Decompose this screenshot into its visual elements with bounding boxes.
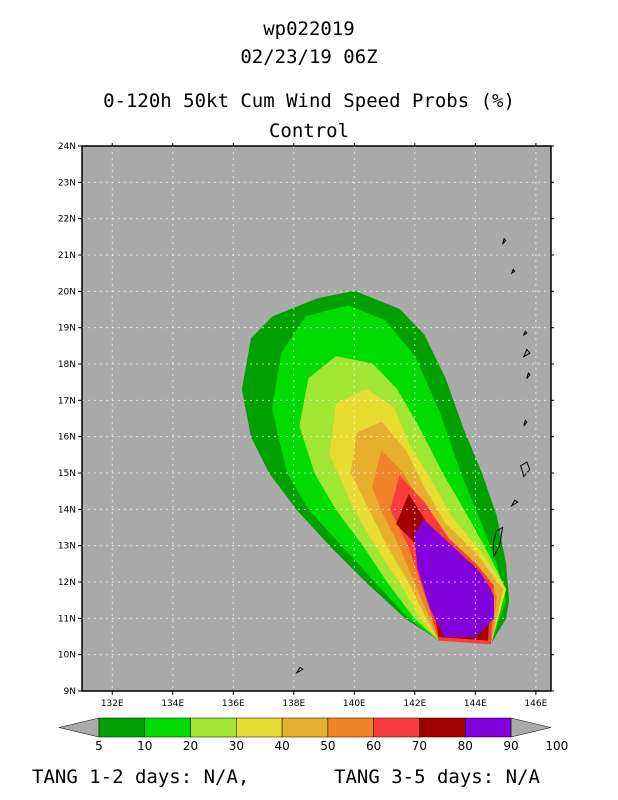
- island-outline: [522, 330, 528, 337]
- colorbar-label: 50: [320, 739, 335, 753]
- island-outline: [502, 237, 507, 245]
- probability-map: 132E 134E 136E 138E 140E 142E 144E 146E 9N 10N 11N…: [58, 142, 568, 753]
- y-tick-label: 23N: [58, 178, 76, 188]
- x-tick-label: 142E: [403, 699, 426, 709]
- colorbar-swatch: [98, 717, 146, 738]
- colorbar-swatch: [236, 717, 283, 738]
- island-outline: [523, 419, 528, 427]
- y-tick-label: 15N: [58, 469, 76, 479]
- colorbar-swatch: [281, 717, 329, 738]
- x-tick-label: 140E: [343, 699, 366, 709]
- x-tick-label: 146E: [524, 699, 547, 709]
- datetime-title: 02/23/19 06Z: [240, 46, 378, 68]
- y-tick-label: 24N: [58, 142, 76, 152]
- storm-id-title: wp022019: [263, 18, 355, 40]
- y-tick-label: 13N: [58, 542, 76, 552]
- colorbar-label: 70: [412, 739, 427, 753]
- y-tick-label: 14N: [58, 505, 76, 515]
- island-outline: [295, 666, 304, 675]
- island-outline: [526, 372, 531, 379]
- colorbar-swatch: [419, 717, 466, 738]
- colorbar-label: 80: [458, 739, 473, 753]
- y-tick-label: 19N: [58, 324, 76, 334]
- x-tick-label: 132E: [101, 699, 124, 709]
- y-tick-label: 11N: [58, 614, 76, 624]
- y-tick-label: 20N: [58, 287, 76, 297]
- colorbar-label: 30: [229, 739, 244, 753]
- x-tick-label: 134E: [161, 699, 184, 709]
- colorbar-label: 10: [137, 739, 152, 753]
- colorbar-left-arrow: [58, 717, 100, 738]
- y-tick-label: 12N: [58, 578, 76, 588]
- colorbar-swatch: [373, 717, 420, 738]
- y-tick-label: 16N: [58, 433, 76, 443]
- island-outline: [493, 526, 504, 559]
- tang-3-5-days: TANG 3-5 days: N/A: [334, 766, 540, 788]
- colorbar-swatch: [464, 717, 512, 738]
- y-tick-label: 18N: [58, 360, 76, 370]
- island-outline: [520, 461, 531, 478]
- colorbar-label: 20: [183, 739, 198, 753]
- y-tick-label: 17N: [58, 396, 76, 406]
- colorbar-label: 5: [95, 739, 103, 753]
- product-title: 0-120h 50kt Cum Wind Speed Probs (%): [103, 90, 515, 112]
- y-tick-label: 9N: [64, 687, 76, 697]
- colorbar-label: 40: [274, 739, 289, 753]
- colorbar-swatch: [327, 717, 374, 738]
- colorbar-swatch: [190, 717, 237, 738]
- colorbar-label: 100: [545, 739, 568, 753]
- colorbar-label: 90: [503, 739, 518, 753]
- colorbar-right-arrow: [510, 717, 552, 738]
- y-tick-label: 22N: [58, 215, 76, 225]
- island-outline: [510, 268, 516, 275]
- colorbar-swatch: [144, 717, 191, 738]
- tang-1-2-days: TANG 1-2 days: N/A,: [32, 766, 250, 788]
- x-tick-label: 136E: [222, 699, 245, 709]
- island-outline: [510, 499, 519, 508]
- y-tick-label: 21N: [58, 251, 76, 261]
- member-title: Control: [268, 120, 350, 142]
- map-frame: [81, 145, 552, 692]
- y-tick-label: 10N: [58, 651, 76, 661]
- island-outline: [522, 348, 531, 358]
- x-tick-label: 144E: [464, 699, 487, 709]
- x-tick-label: 138E: [282, 699, 305, 709]
- prob-region-90: [414, 519, 494, 637]
- colorbar-label: 60: [366, 739, 381, 753]
